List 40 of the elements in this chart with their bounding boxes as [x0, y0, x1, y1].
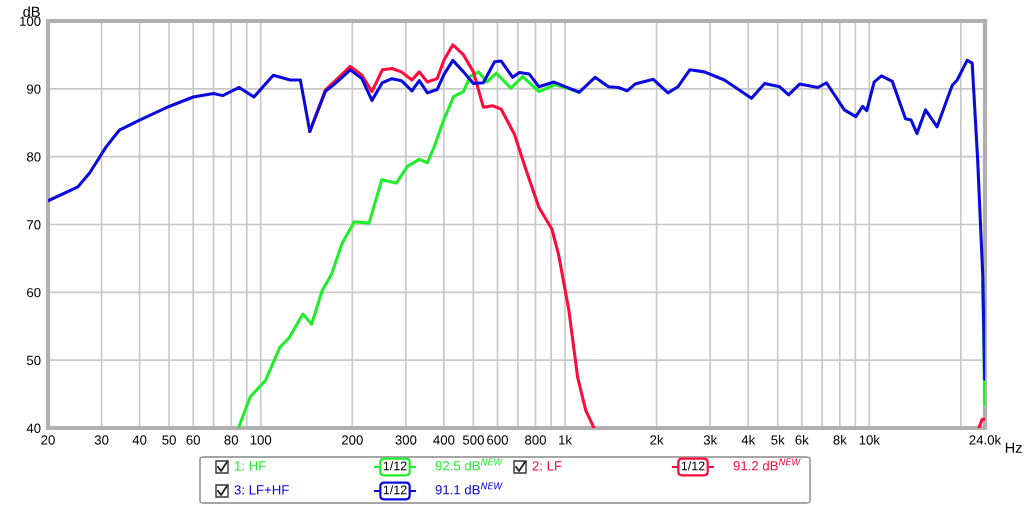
x-tick-label: 100 [250, 435, 272, 445]
x-tick-label: 500 [462, 435, 484, 445]
x-tick-label: 5k [771, 434, 785, 445]
text: 1/12 [383, 461, 407, 471]
x-tick-label: 400 [433, 435, 455, 445]
x-tick-label: 50 [162, 435, 176, 445]
x-tick-label: 4k [741, 434, 756, 445]
y-axis-title: dB [23, 6, 40, 17]
x-tick-label: 2k [650, 434, 664, 445]
y-tick-label: 50 [26, 355, 41, 366]
y-tick-label: 80 [26, 152, 41, 162]
x-tick-label: 600 [487, 435, 508, 445]
text: 2: LF [532, 461, 562, 471]
y-tick-label: 40 [26, 423, 41, 433]
y-tick-label: 70 [27, 220, 41, 230]
y-tick-label: 100 [20, 16, 41, 26]
text: 91.2 dB$^{NEW}$ [733, 458, 801, 471]
x-tick-label: 10k [859, 434, 880, 445]
x-tick-label: 40 [132, 435, 147, 445]
x-tick-label: 30 [94, 435, 109, 445]
text: 91.1 dB$^{NEW}$ [435, 482, 503, 495]
text: 1/12 [681, 461, 705, 471]
x-tick-label: 800 [525, 435, 546, 445]
x-tick-label: 80 [224, 435, 239, 445]
x-tick-label: 3k [703, 434, 718, 445]
x-tick-label: 1k [559, 434, 572, 445]
x-tick-label: 60 [186, 435, 201, 445]
x-tick-label: 6k [795, 434, 809, 445]
x-tick-label: 8k [833, 434, 847, 445]
text: 1: HF [235, 461, 266, 471]
y-tick-label: 60 [27, 287, 41, 298]
text: 3: LF+HF [234, 485, 289, 495]
text: 92.5 dB$^{NEW}$ [435, 458, 503, 471]
x-tick-label: 20 [41, 435, 55, 445]
text: 1/12 [383, 485, 407, 495]
x-axis-title: Hz [1005, 442, 1022, 453]
y-tick-label: 90 [27, 84, 41, 94]
x-tick-label: 24.0k [969, 434, 1002, 445]
x-tick-label: 300 [395, 435, 417, 445]
x-tick-label: 200 [341, 435, 363, 445]
